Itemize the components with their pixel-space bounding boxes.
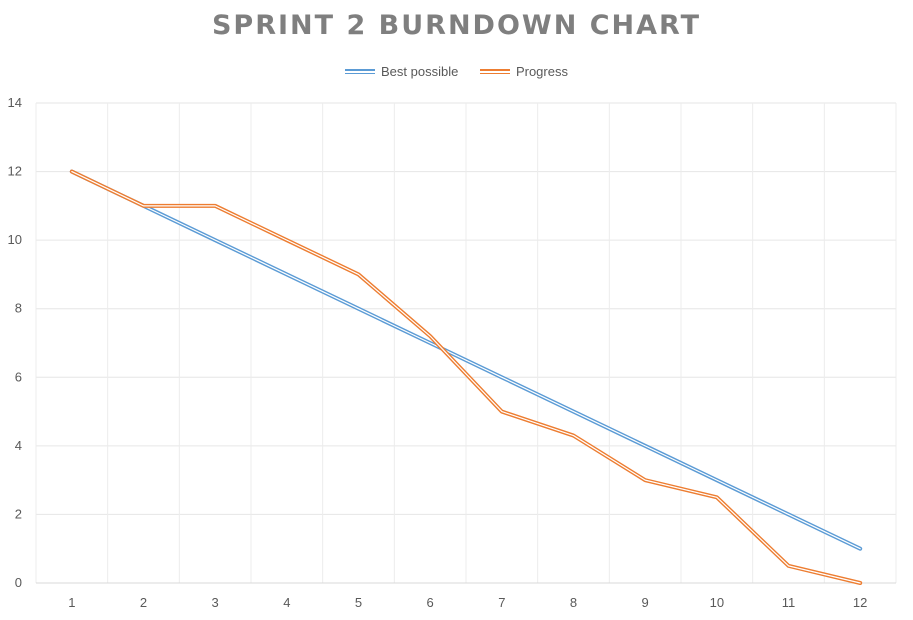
y-tick-label-0: 0 [15, 575, 22, 590]
series-line-inner-progress [71, 170, 861, 584]
y-tick-label-6: 6 [15, 369, 22, 384]
x-tick-label-1: 1 [68, 595, 75, 610]
x-tick-label-6: 6 [427, 595, 434, 610]
y-tick-label-8: 8 [15, 301, 22, 316]
legend: Best possible Progress [0, 62, 913, 79]
chart-title: SPRINT 2 BURNDOWN CHART [211, 10, 701, 41]
x-tick-label-8: 8 [570, 595, 577, 610]
x-tick-label-9: 9 [642, 595, 649, 610]
x-tick-label-2: 2 [140, 595, 147, 610]
legend-swatch-progress [479, 69, 510, 74]
legend-label-progress: Progress [515, 64, 568, 79]
gridlines [35, 102, 897, 583]
x-tick-label-10: 10 [710, 595, 724, 610]
series-lines [69, 169, 863, 585]
y-tick-label-2: 2 [15, 506, 22, 521]
series-progress [69, 169, 863, 585]
y-tick-label-14: 14 [8, 95, 22, 110]
x-tick-label-12: 12 [853, 595, 867, 610]
y-tick-label-4: 4 [15, 438, 22, 453]
x-tick-label-5: 5 [355, 595, 362, 610]
series-line-inner-best-possible [71, 170, 861, 550]
legend-label-best-possible: Best possible [381, 64, 459, 79]
legend-item-progress: Progress [479, 64, 568, 79]
y-tick-label-10: 10 [8, 232, 22, 247]
legend-swatch-best-possible [345, 69, 375, 74]
x-tick-label-11: 11 [782, 595, 796, 610]
x-tick-label-3: 3 [212, 595, 219, 610]
legend-item-best-possible: Best possible [345, 64, 458, 79]
x-tick-label-4: 4 [283, 595, 290, 610]
x-tick-label-7: 7 [498, 595, 505, 610]
series-best-possible [69, 169, 863, 551]
y-tick-label-12: 12 [8, 164, 22, 179]
